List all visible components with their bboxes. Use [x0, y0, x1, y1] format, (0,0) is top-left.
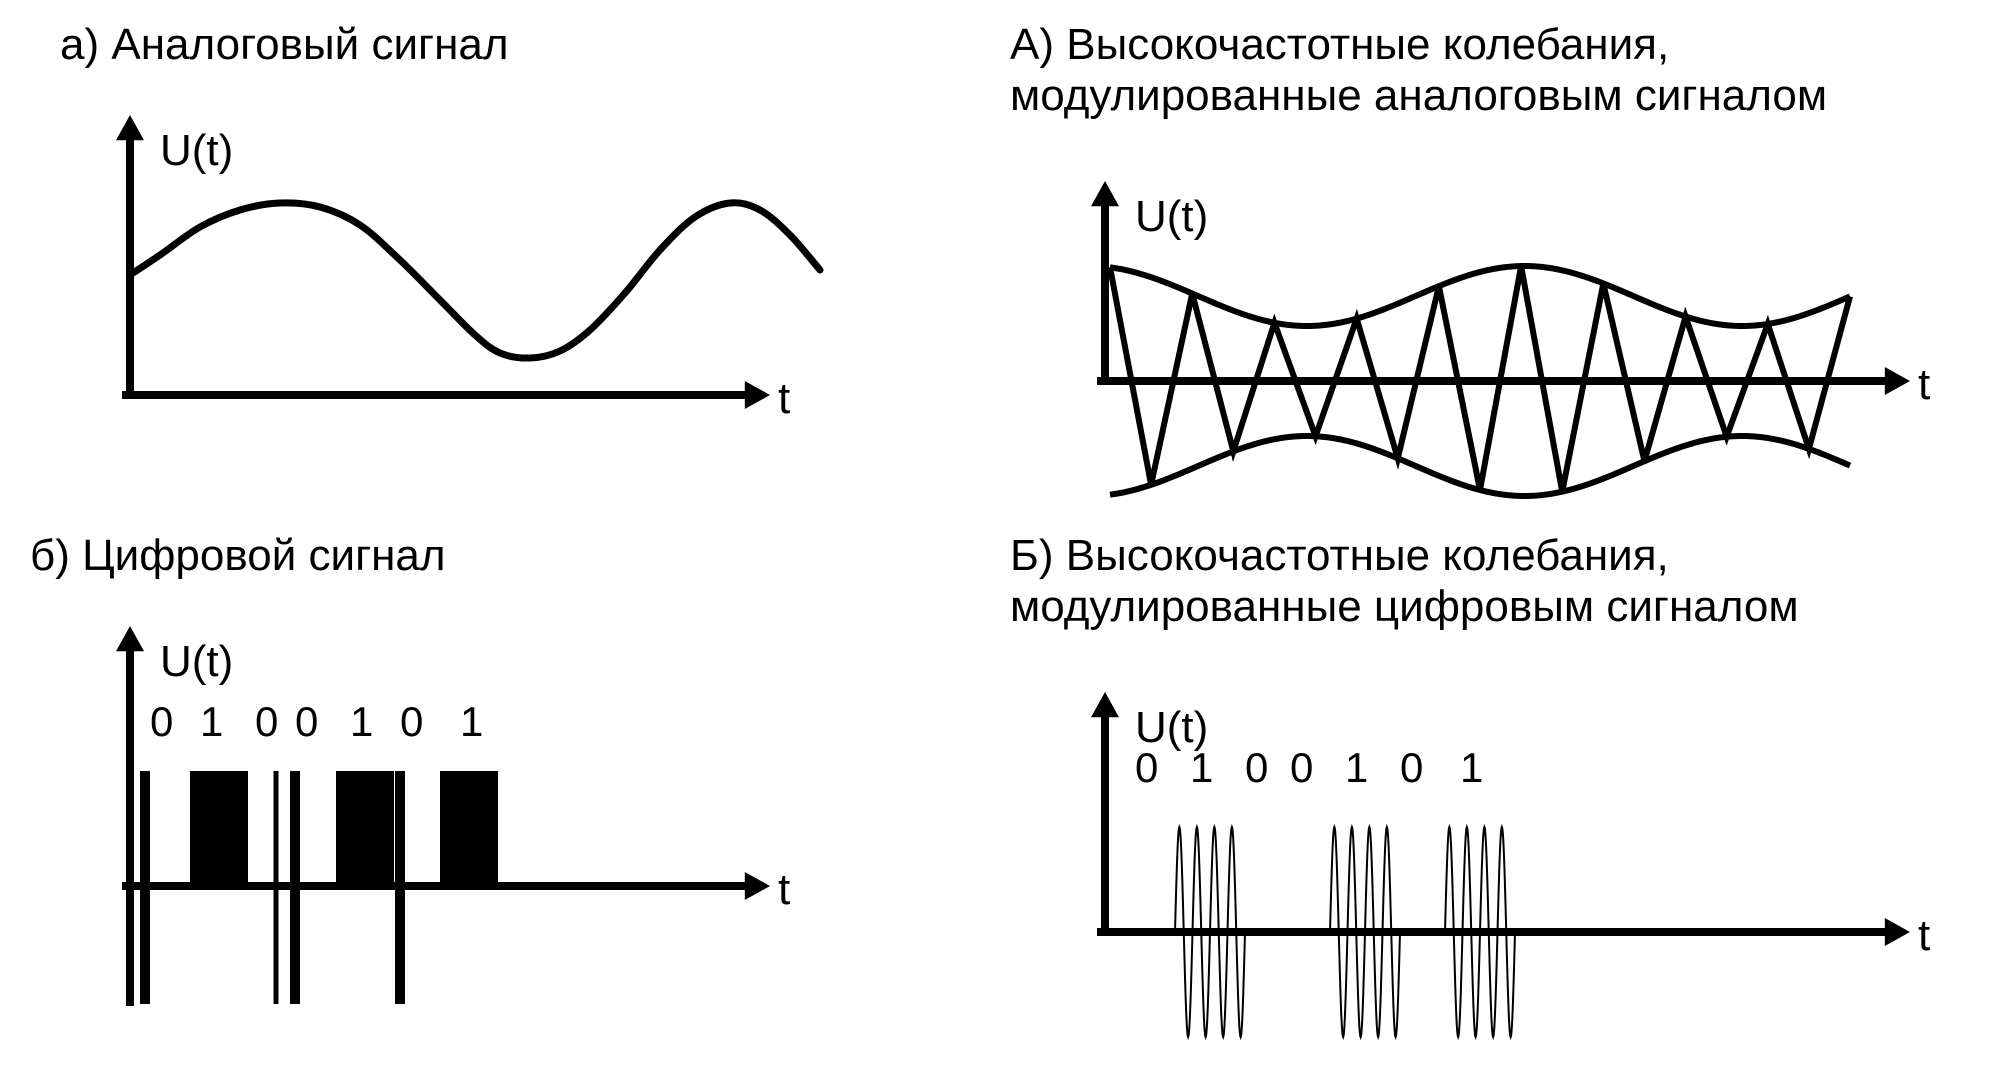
bit-label: 0	[295, 698, 318, 745]
panel-b-title: б) Цифровой сигнал	[30, 531, 950, 582]
x-axis-label: t	[778, 865, 790, 914]
bit-label: 1	[1460, 744, 1483, 791]
chart-analog-signal: U(t) t	[30, 75, 950, 475]
x-axis-label: t	[778, 374, 790, 423]
analog-wave	[130, 202, 820, 357]
panel-A-title-line2: модулированные аналоговым сигналом	[1010, 71, 1990, 122]
panel-B-title-line1: Б) Высокочастотные колебания,	[1010, 531, 1990, 582]
bit-label: 0	[255, 698, 278, 745]
chart-am-analog: U(t) t	[1010, 121, 1990, 501]
panel-B-title-line2: модулированные цифровым сигналом	[1010, 582, 1990, 633]
bit-label: 0	[1400, 744, 1423, 791]
bit-label: 1	[350, 698, 373, 745]
panel-analog-signal: а) Аналоговый сигнал U(t) t	[0, 0, 980, 511]
y-axis-label: U(t)	[1135, 192, 1208, 241]
bit-label: 0	[150, 698, 173, 745]
bit-label: 1	[1190, 744, 1213, 791]
digital-pulse	[190, 771, 248, 886]
bit-label: 1	[1345, 744, 1368, 791]
panel-digital-signal: б) Цифровой сигнал U(t)t0100101	[0, 511, 980, 1082]
panel-a-title: а) Аналоговый сигнал	[60, 20, 950, 71]
panel-A-title-line1: А) Высокочастотные колебания,	[1010, 20, 1990, 71]
chart-digital-signal: U(t)t0100101	[30, 586, 950, 1026]
bit-label: 0	[1245, 744, 1268, 791]
bit-label: 0	[400, 698, 423, 745]
envelope-upper	[1110, 266, 1850, 326]
bit-label: 0	[1135, 744, 1158, 791]
chart-am-digital: U(t)t0100101	[1010, 632, 1990, 1072]
x-axis-label: t	[1918, 911, 1930, 960]
bit-label: 0	[1290, 744, 1313, 791]
bit-label: 1	[200, 698, 223, 745]
panel-am-digital: Б) Высокочастотные колебания, модулирова…	[980, 511, 1996, 1082]
y-axis-label: U(t)	[160, 126, 233, 175]
panel-am-analog: А) Высокочастотные колебания, модулирова…	[980, 0, 1996, 511]
digital-pulse	[336, 771, 394, 886]
digital-pulse	[440, 771, 498, 886]
bit-label: 1	[460, 698, 483, 745]
x-axis-label: t	[1918, 360, 1930, 409]
y-axis-label: U(t)	[160, 637, 233, 686]
